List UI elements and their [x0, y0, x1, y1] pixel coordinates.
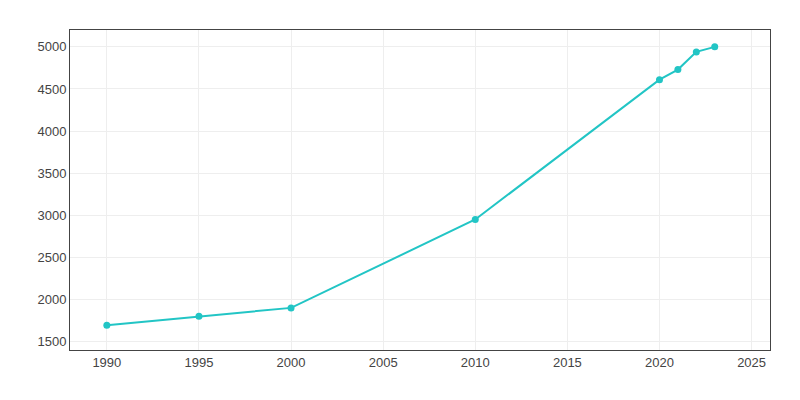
- svg-text:2000: 2000: [277, 355, 306, 370]
- svg-text:2015: 2015: [553, 355, 582, 370]
- svg-text:2000: 2000: [37, 292, 66, 307]
- svg-text:2010: 2010: [461, 355, 490, 370]
- svg-text:4500: 4500: [37, 82, 66, 97]
- svg-text:4000: 4000: [37, 124, 66, 139]
- svg-text:2020: 2020: [645, 355, 674, 370]
- svg-text:5000: 5000: [37, 39, 66, 54]
- svg-text:2025: 2025: [737, 355, 766, 370]
- svg-text:2500: 2500: [37, 250, 66, 265]
- svg-text:1500: 1500: [37, 334, 66, 349]
- svg-text:3000: 3000: [37, 208, 66, 223]
- svg-text:1995: 1995: [184, 355, 213, 370]
- svg-text:2005: 2005: [369, 355, 398, 370]
- svg-text:3500: 3500: [37, 166, 66, 181]
- svg-text:1990: 1990: [92, 355, 121, 370]
